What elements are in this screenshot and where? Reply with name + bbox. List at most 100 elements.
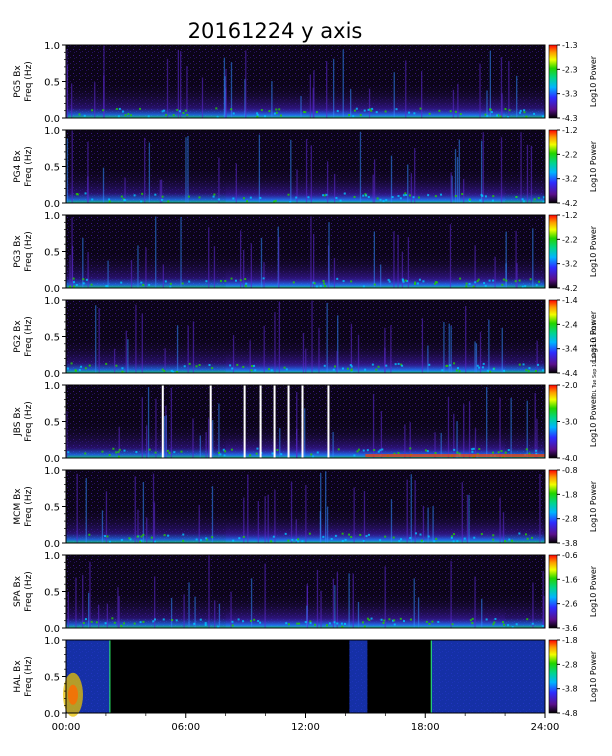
- speckle: [382, 621, 385, 624]
- burst: [427, 345, 429, 373]
- speckle: [188, 280, 191, 283]
- burst: [379, 264, 382, 288]
- station-label: JBS Bx: [13, 406, 23, 436]
- burst: [124, 177, 126, 203]
- speckle: [350, 365, 353, 368]
- burst: [137, 509, 139, 543]
- station-label: SPA Bx: [13, 575, 23, 607]
- panel-hal-bx: 0.0 0.5 1.0 HAL Bx Freq (Hz) -1.8 -2.8 -3.8 -4.8…: [13, 636, 598, 720]
- speckle: [341, 625, 344, 628]
- burst: [384, 327, 386, 373]
- speckle: [253, 618, 256, 621]
- burst: [239, 230, 242, 288]
- speckle: [488, 279, 491, 282]
- speckle: [255, 452, 258, 455]
- y-tick-label: 1.0: [44, 466, 60, 477]
- speckle: [187, 195, 190, 198]
- colorbar-tick-label: -1.4: [562, 296, 578, 305]
- burst: [450, 172, 452, 203]
- burst: [305, 484, 307, 543]
- burst: [278, 236, 280, 288]
- burst: [290, 139, 292, 203]
- burst: [312, 87, 314, 118]
- speckle: [253, 364, 256, 367]
- burst: [352, 573, 354, 628]
- speckle: [353, 195, 356, 198]
- speckle: [117, 115, 120, 118]
- speckle: [211, 367, 214, 370]
- speckle: [67, 451, 70, 454]
- speckle: [507, 624, 510, 627]
- burst: [278, 301, 281, 373]
- speckle: [492, 534, 495, 537]
- colorbar: [548, 469, 558, 544]
- burst: [155, 216, 157, 288]
- burst: [212, 420, 214, 458]
- colorbar-tick-label: -2.3: [562, 65, 578, 74]
- speckle: [223, 454, 226, 457]
- speckle: [168, 452, 171, 455]
- frequency-axis-label: Freq (Hz): [24, 146, 34, 187]
- speckle: [410, 618, 413, 621]
- speckle: [249, 196, 252, 199]
- speckle: [344, 538, 347, 541]
- y-tick-label: 0.5: [44, 673, 60, 684]
- speckle: [287, 539, 290, 542]
- burst: [103, 45, 105, 118]
- speckle: [529, 278, 532, 281]
- speckle: [90, 620, 93, 623]
- timestamp-note: IDL Tue Sep 10 14:59:15 2019: [592, 322, 598, 398]
- speckle: [285, 622, 288, 625]
- enhanced-band: [225, 343, 506, 373]
- burst: [148, 142, 151, 203]
- panel-jbs-bx: 0.0 0.5 1.0 JBS Bx Freq (Hz) -2.0 -3.0 -4.0 Log1…: [13, 381, 598, 465]
- burst: [313, 70, 315, 118]
- speckle: [275, 108, 278, 111]
- burst: [390, 155, 393, 203]
- burst: [461, 482, 463, 543]
- speckle: [514, 280, 517, 283]
- speckle: [471, 450, 474, 453]
- speckle: [224, 450, 227, 453]
- speckle: [84, 367, 87, 370]
- colorbar-label: Log10 Power: [589, 650, 598, 702]
- speckle: [350, 280, 353, 283]
- burst: [350, 89, 352, 118]
- burst: [245, 50, 247, 118]
- speckle: [452, 533, 455, 536]
- speckle: [184, 109, 187, 112]
- speckle: [175, 619, 178, 622]
- speckle: [304, 621, 307, 624]
- burst: [201, 77, 204, 118]
- burst: [410, 173, 413, 203]
- frequency-axis-label: Freq (Hz): [24, 571, 34, 612]
- burst: [304, 408, 306, 458]
- speckle: [117, 455, 120, 458]
- burst: [489, 50, 492, 118]
- speckle: [481, 195, 484, 198]
- frequency-axis-label: Freq (Hz): [24, 61, 34, 102]
- speckle: [186, 114, 189, 117]
- burst: [302, 332, 305, 373]
- burst: [488, 319, 490, 373]
- speckle: [297, 538, 300, 541]
- speckle: [106, 535, 109, 538]
- speckle: [262, 277, 265, 280]
- speckle: [323, 194, 326, 197]
- burst: [501, 327, 503, 373]
- speckle: [393, 619, 396, 622]
- speckle: [502, 621, 505, 624]
- burst: [332, 578, 335, 628]
- burst: [134, 476, 136, 543]
- colorbar-tick-label: -3.3: [562, 90, 578, 99]
- speckle: [222, 448, 225, 451]
- speckle: [118, 448, 121, 451]
- speckle: [211, 536, 214, 539]
- burst: [257, 500, 259, 543]
- burst: [363, 490, 366, 543]
- burst: [153, 502, 156, 543]
- speckle: [325, 193, 328, 196]
- burst: [165, 405, 167, 458]
- speckle: [384, 110, 387, 113]
- burst: [71, 130, 73, 203]
